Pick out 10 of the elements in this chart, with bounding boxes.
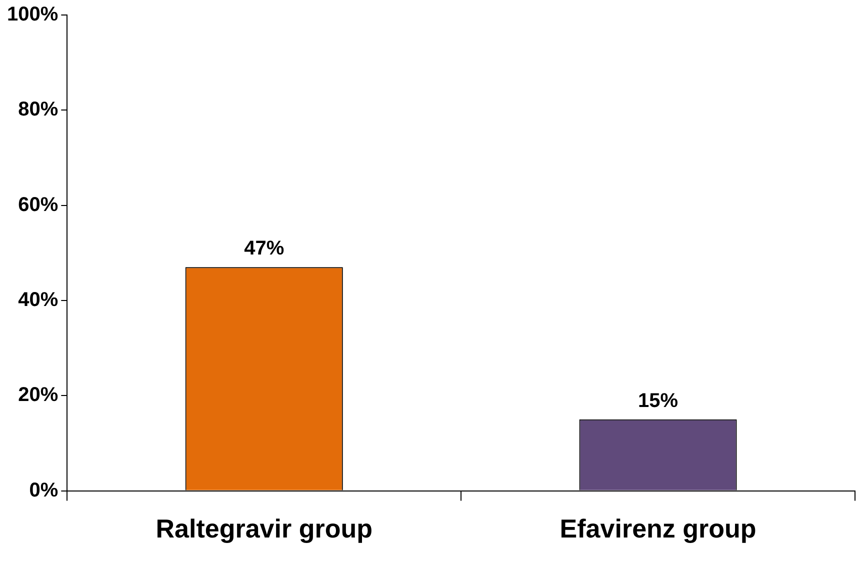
x-tick-label: Raltegravir group <box>156 514 372 544</box>
y-tick-label: 40% <box>18 288 58 311</box>
x-tick-label: Efavirenz group <box>560 514 756 544</box>
y-tick-label: 100% <box>6 4 58 26</box>
data-label: 47% <box>244 238 284 260</box>
y-tick-label: 80% <box>18 98 58 121</box>
y-tick-label: 0% <box>29 479 58 502</box>
y-tick-label: 60% <box>18 194 58 216</box>
data-label: 15% <box>638 390 678 412</box>
y-tick-label: 20% <box>18 384 58 406</box>
